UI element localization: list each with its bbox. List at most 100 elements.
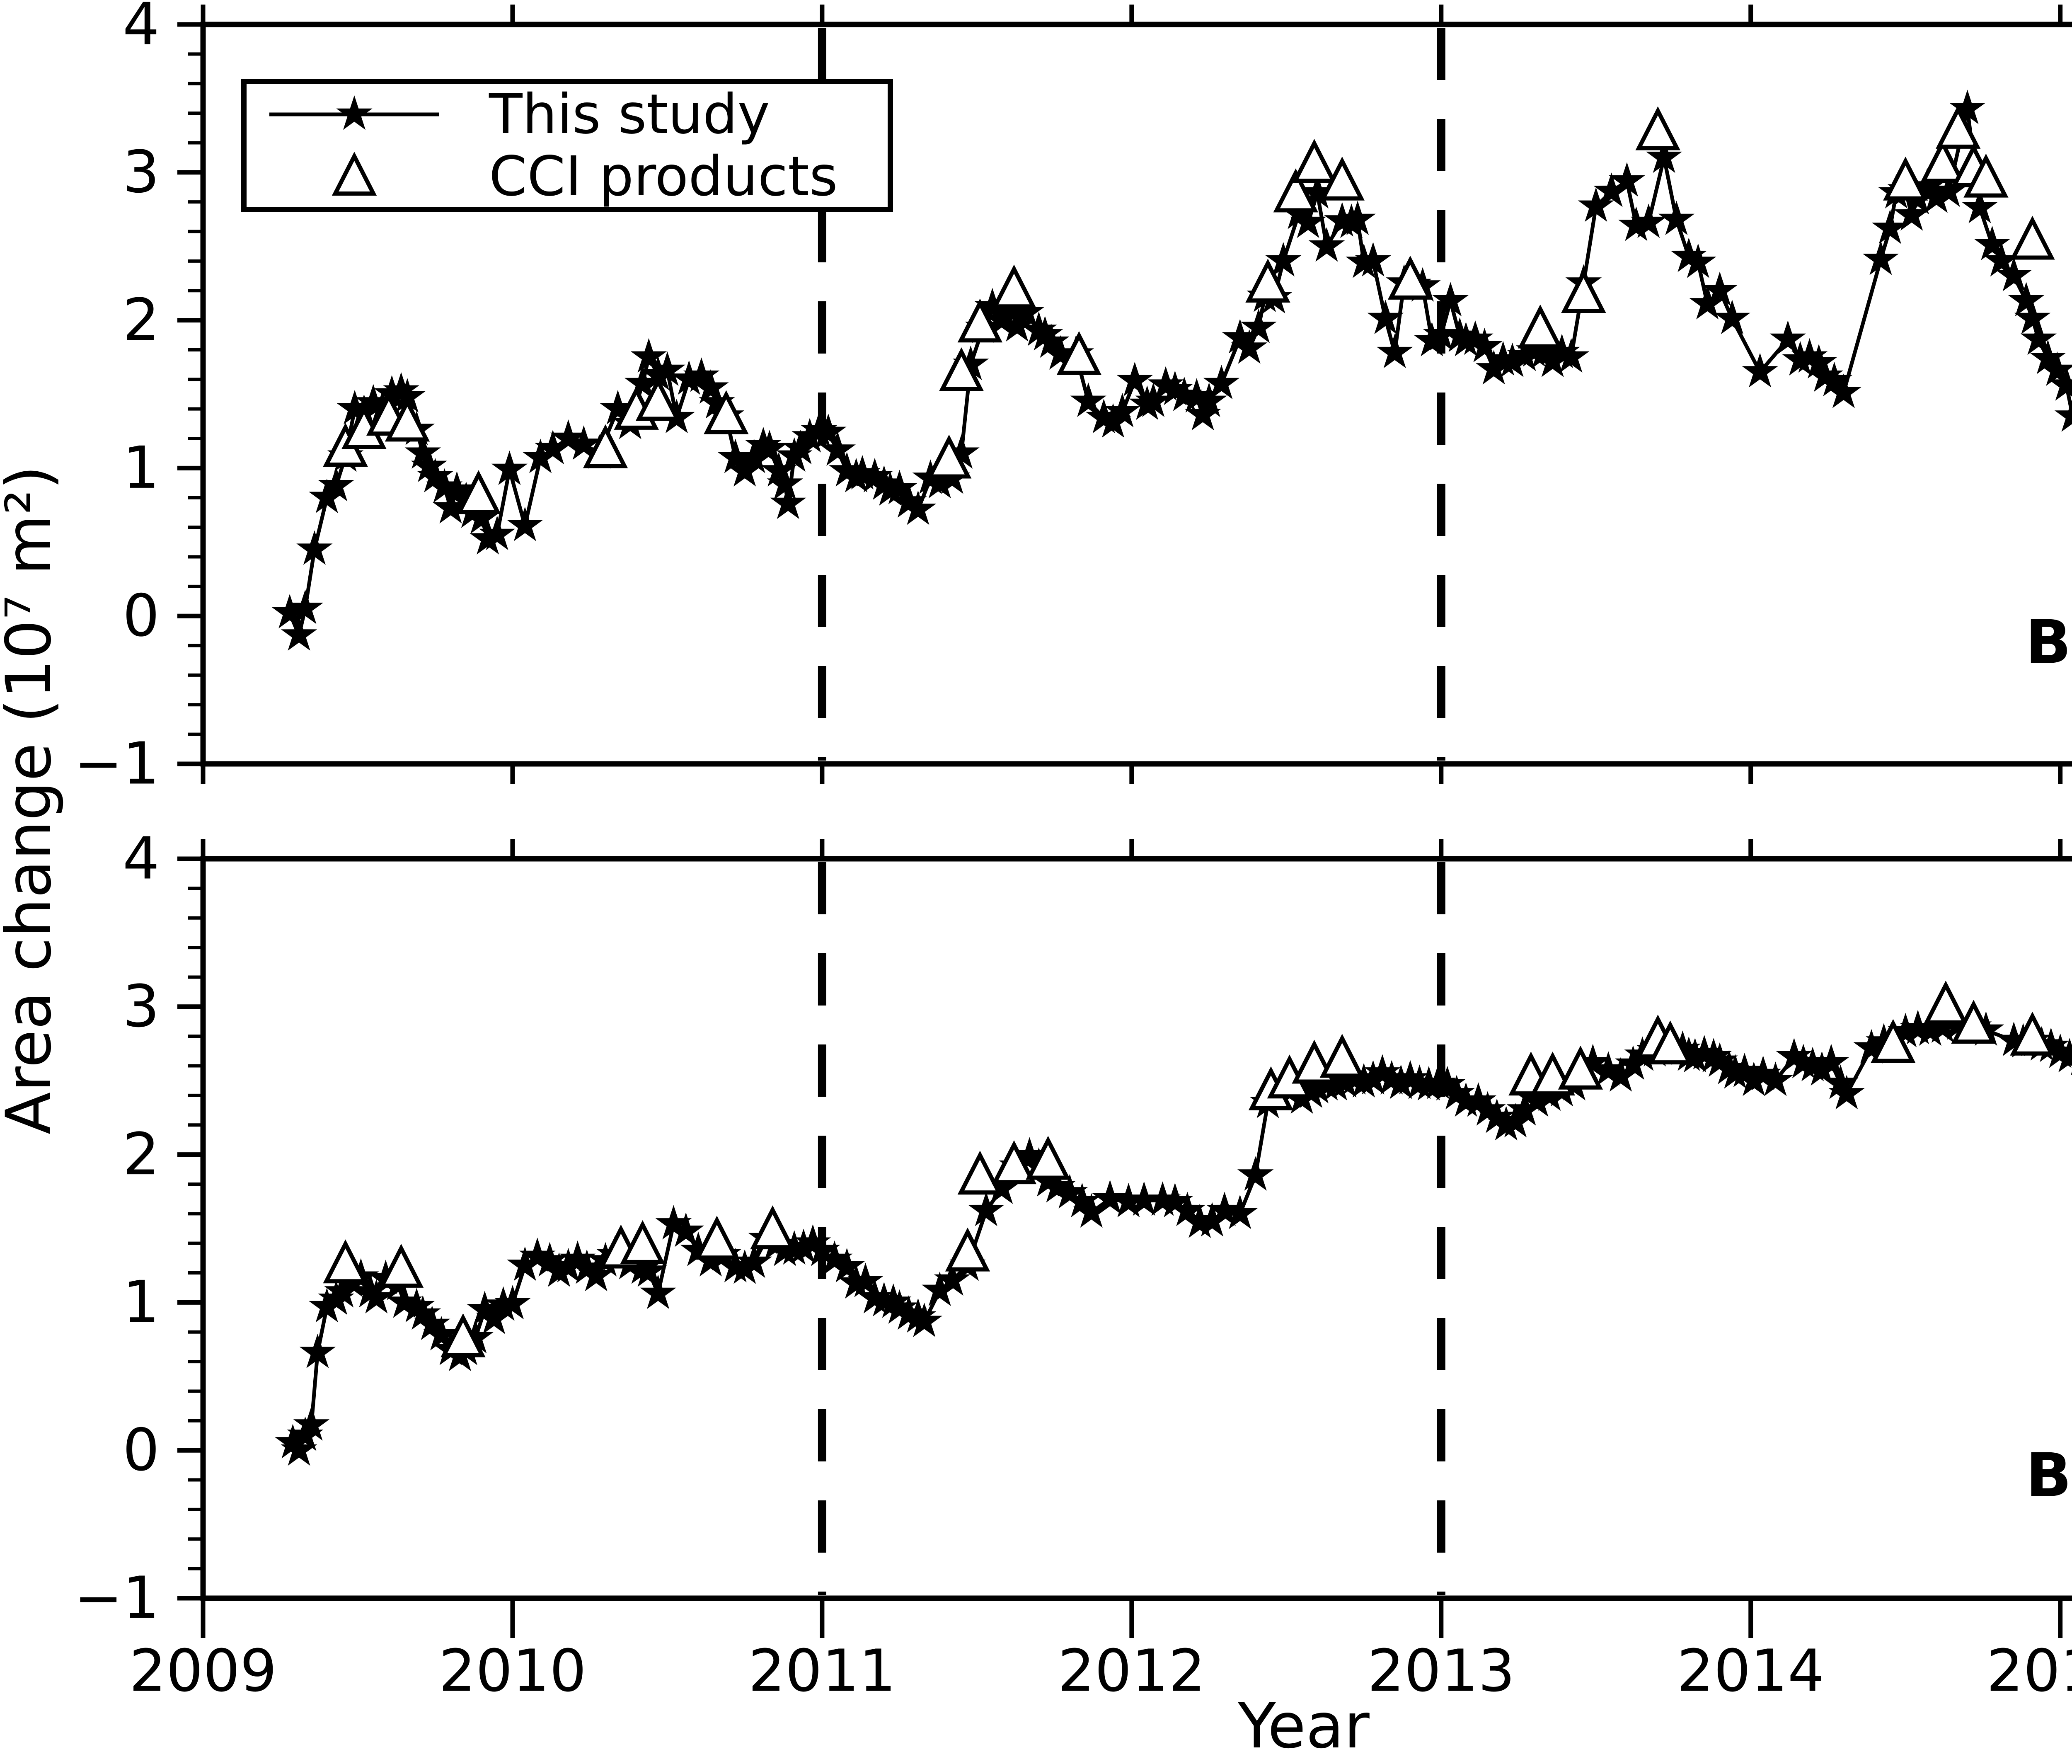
star-marker [355, 384, 392, 419]
star-marker [1912, 1011, 1949, 1046]
triangle-marker [991, 264, 1037, 309]
star-marker [1147, 366, 1184, 401]
star-marker [1488, 1106, 1525, 1141]
star-marker [550, 1248, 587, 1282]
star-marker [299, 1333, 336, 1368]
star-marker [1179, 378, 1215, 413]
star-marker [1476, 350, 1512, 385]
star-marker [1070, 382, 1106, 417]
star-marker [531, 1242, 568, 1277]
star-marker [404, 434, 441, 469]
star-marker [1432, 282, 1469, 317]
legend-label-cci-products: CCI products [489, 145, 838, 208]
star-marker [736, 1243, 772, 1278]
star-marker [1618, 206, 1655, 241]
star-marker [1794, 1047, 1831, 1081]
star-marker [881, 470, 918, 504]
triangle-marker [926, 434, 972, 479]
star-marker [1414, 322, 1450, 356]
star-marker [1670, 237, 1707, 272]
star-marker [1646, 138, 1682, 173]
star-marker [1373, 1060, 1410, 1095]
star-marker [1602, 1057, 1639, 1092]
triangle-icon [332, 152, 377, 196]
star-marker [1519, 1082, 1556, 1117]
star-marker [934, 1261, 971, 1296]
panel-b: −10123420092010201120122013201420152016 [74, 825, 2072, 1705]
star-marker [1377, 334, 1413, 368]
star-marker [1479, 1098, 1515, 1133]
x-axis-title: Year [1238, 1690, 1370, 1762]
star-marker [1157, 1182, 1193, 1217]
star-marker [1553, 338, 1590, 373]
star-marker [1918, 178, 1955, 213]
y-tick-label: 0 [123, 582, 160, 650]
star-marker [1026, 316, 1063, 351]
star-marker [922, 1271, 958, 1306]
star-line-icon [269, 95, 439, 130]
y-tick-label: 3 [123, 138, 160, 206]
star-marker [770, 485, 806, 519]
star-marker [804, 1231, 840, 1266]
star-marker [968, 1192, 1005, 1226]
star-marker [1995, 257, 2032, 291]
star-marker [640, 356, 676, 390]
y-tick-label: 1 [123, 1269, 160, 1336]
star-marker [1961, 189, 1998, 223]
triangle-marker [2010, 1011, 2055, 1056]
star-marker [943, 434, 980, 469]
star-marker [767, 465, 803, 500]
star-marker [906, 1302, 943, 1337]
star-marker [640, 1275, 676, 1309]
y-tick-label: 1 [123, 434, 160, 502]
star-marker [751, 430, 788, 465]
triangle-marker [1871, 1019, 1916, 1063]
star-marker [1590, 1051, 1627, 1086]
star-marker [296, 530, 333, 565]
star-marker [683, 357, 720, 392]
star-marker [1825, 373, 1862, 408]
star-marker [386, 1283, 423, 1318]
star-marker [507, 1246, 543, 1281]
star-marker [1364, 1054, 1401, 1089]
star-marker [1116, 361, 1153, 397]
star-marker [1689, 285, 1726, 320]
triangle-marker [378, 1243, 424, 1288]
star-marker [2014, 300, 2051, 334]
star-marker [432, 489, 469, 523]
star-marker [1095, 403, 1131, 438]
star-marker [1702, 271, 1738, 306]
star-marker [1203, 365, 1240, 400]
star-marker [810, 413, 847, 448]
star-marker [1807, 357, 1843, 392]
star-marker [1169, 1192, 1205, 1226]
star-marker [2054, 399, 2072, 432]
star-marker [559, 1240, 596, 1275]
star-marker [1736, 1061, 1772, 1096]
star-marker [1367, 300, 1404, 334]
star-marker [1033, 323, 1070, 358]
star-marker [1110, 1182, 1147, 1217]
star-marker [1853, 1029, 1890, 1064]
star-marker [1237, 1156, 1274, 1191]
star-marker [974, 288, 1011, 322]
x-tick-label: 2014 [1677, 1638, 1825, 1705]
triangle-marker [323, 1239, 368, 1284]
star-marker [287, 589, 324, 624]
star-marker [671, 360, 707, 395]
star-marker [1714, 300, 1750, 334]
triangle-marker [620, 1220, 665, 1264]
star-marker [1887, 1013, 1924, 1047]
star-marker [281, 1431, 317, 1466]
star-marker [1680, 243, 1716, 278]
star-marker [1782, 341, 1818, 376]
star-marker [1299, 1069, 1336, 1104]
star-marker [404, 1295, 441, 1330]
star-marker [281, 616, 317, 651]
star-marker [1828, 1075, 1865, 1110]
star-marker [1308, 227, 1345, 262]
star-marker [479, 516, 516, 550]
star-marker [550, 419, 587, 454]
star-marker [600, 390, 636, 424]
triangle-marker [583, 424, 628, 468]
